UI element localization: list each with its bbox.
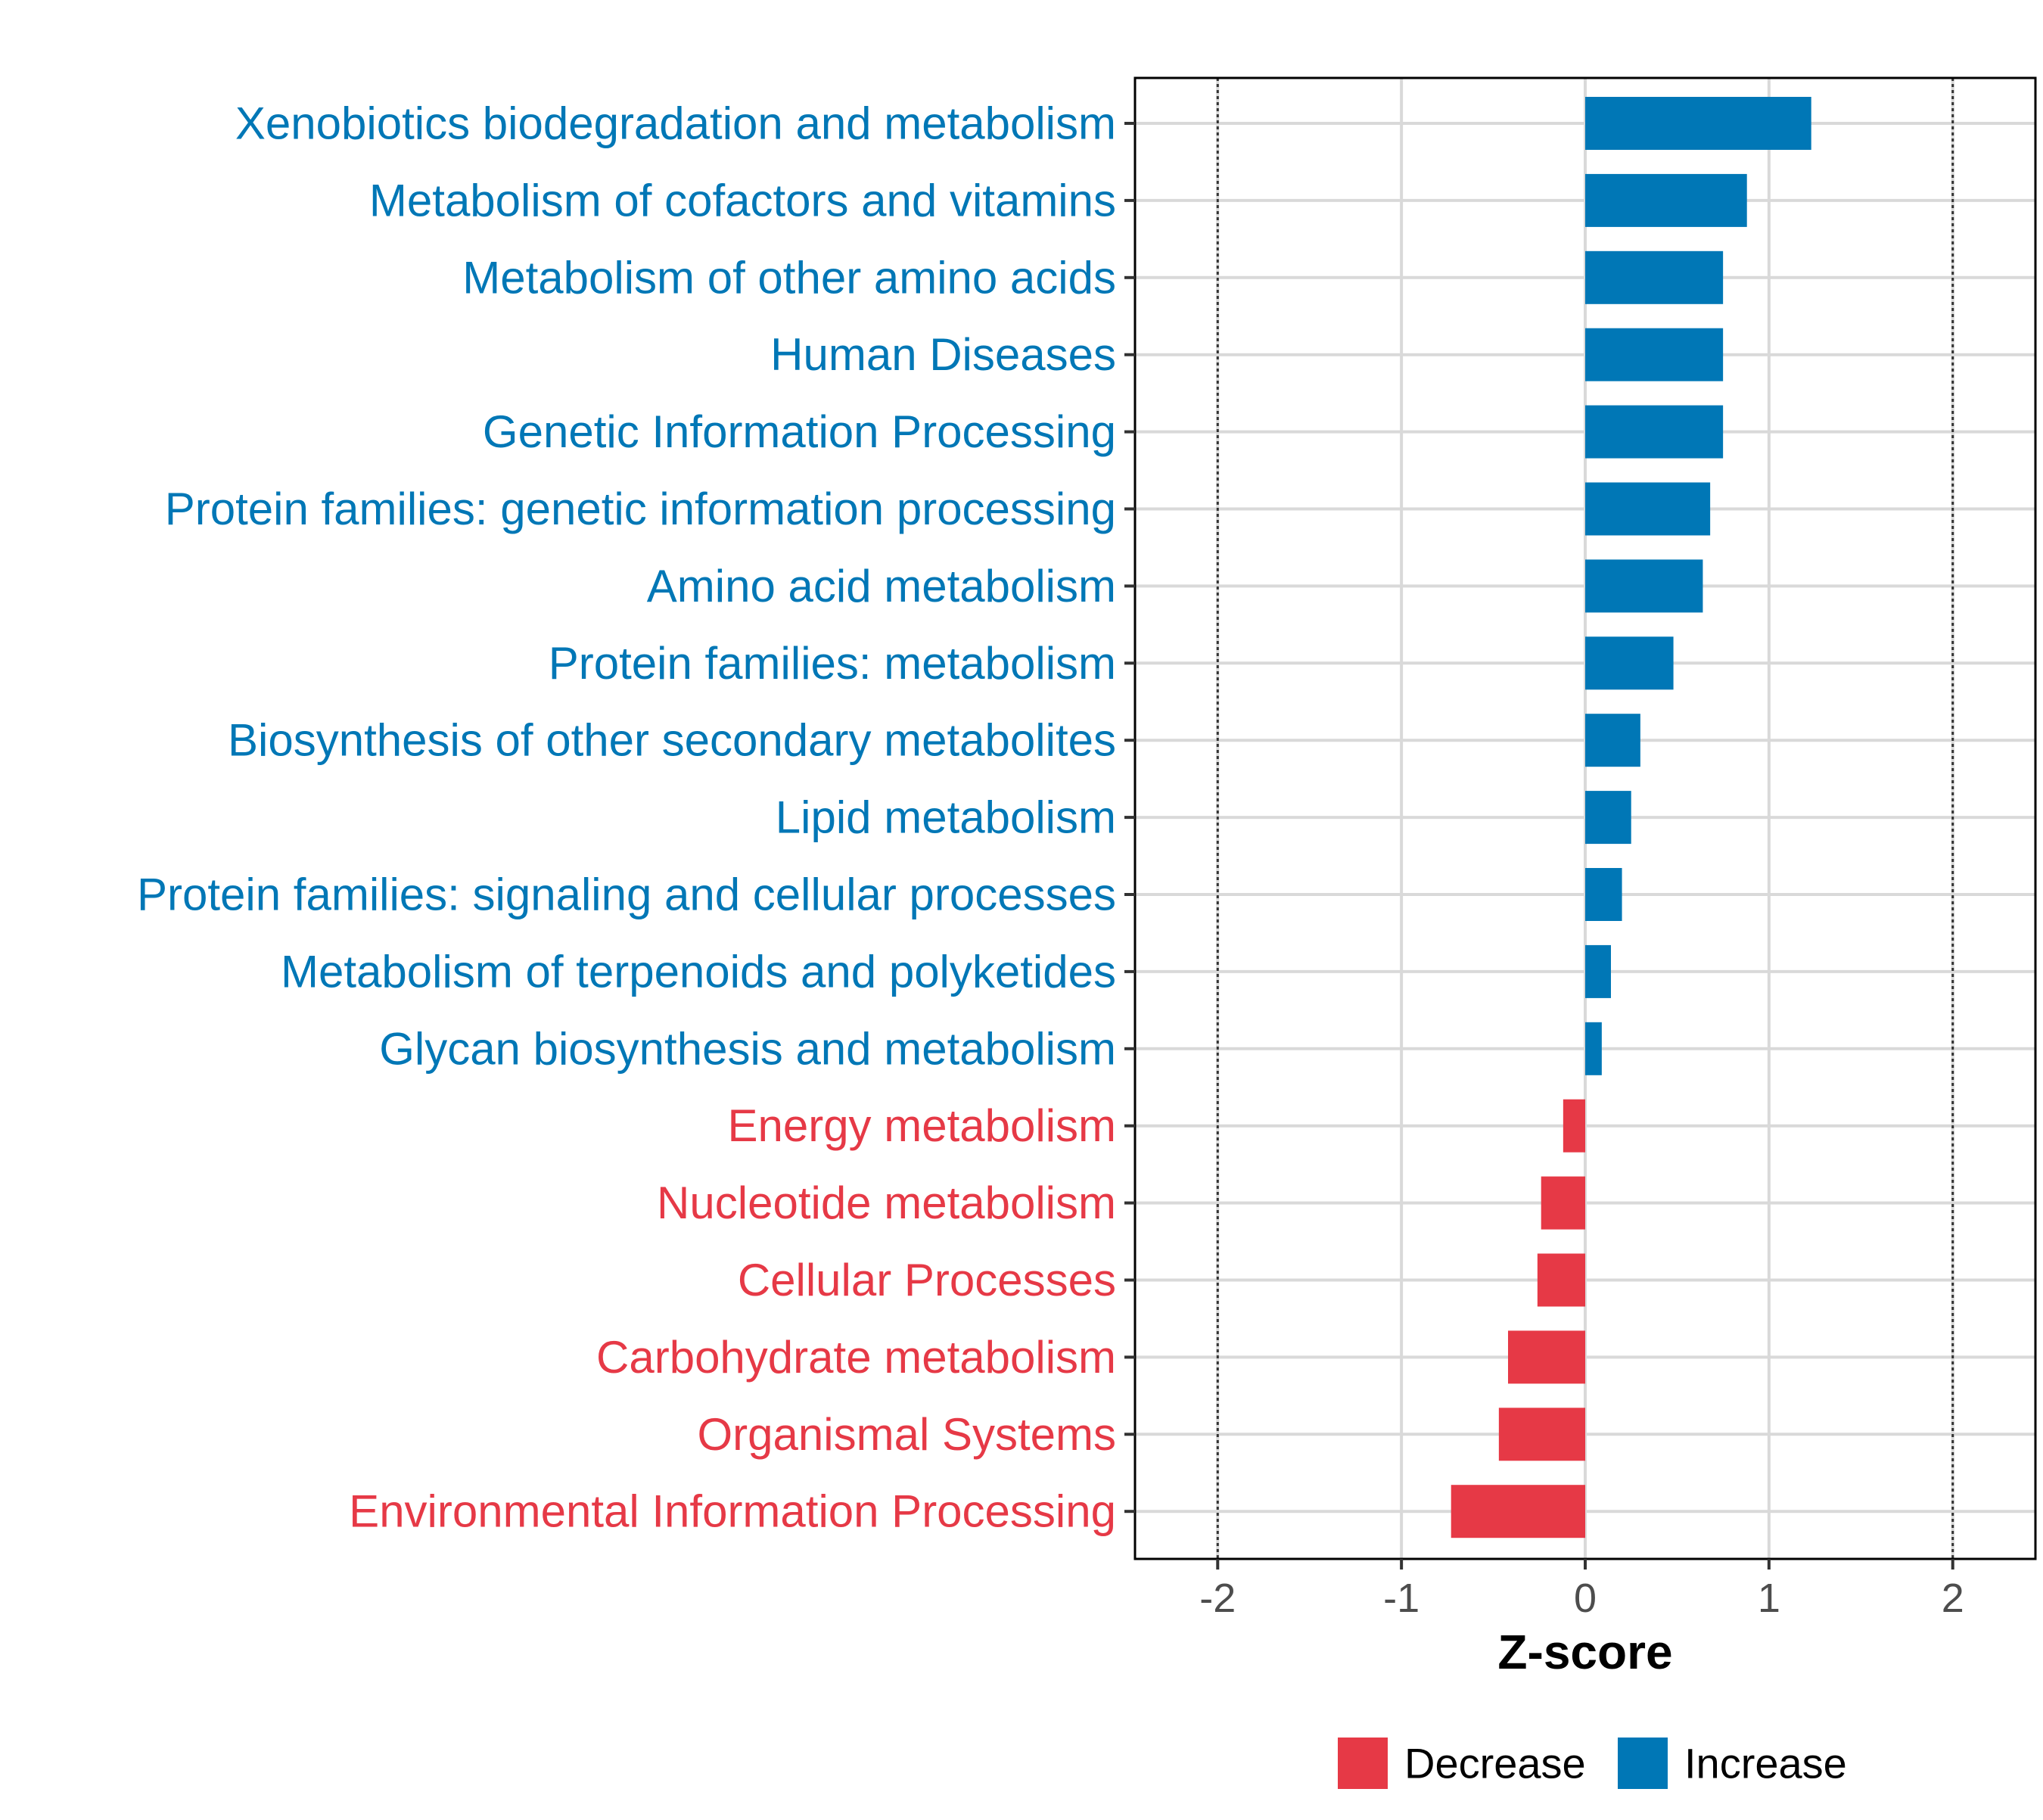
x-tick-label--2: -2: [1199, 1576, 1236, 1621]
bar-carbohydrate-metabolism: [1508, 1330, 1585, 1384]
bar-xenobiotics-biodegradation-and-metabolism: [1585, 97, 1811, 150]
category-label-metabolism-of-terpenoids-and-polyketides: Metabolism of terpenoids and polyketides: [281, 946, 1116, 997]
bar-protein-families-genetic-information-processing: [1585, 482, 1711, 536]
bar-protein-families-signaling-and-cellular-processes: [1585, 868, 1622, 921]
bar-cellular-processes: [1537, 1253, 1585, 1307]
category-label-protein-families-metabolism: Protein families: metabolism: [549, 638, 1116, 689]
bar-genetic-information-processing: [1585, 405, 1724, 459]
bar-environmental-information-processing: [1451, 1485, 1585, 1538]
category-label-organismal-systems: Organismal Systems: [698, 1409, 1116, 1460]
x-tick-label--1: -1: [1383, 1576, 1420, 1621]
x-tick-label-2: 2: [1942, 1576, 1964, 1621]
legend-label-decrease: Decrease: [1404, 1740, 1586, 1787]
category-label-human-diseases: Human Diseases: [770, 329, 1116, 380]
category-label-lipid-metabolism: Lipid metabolism: [776, 792, 1116, 843]
category-label-cellular-processes: Cellular Processes: [738, 1255, 1116, 1305]
legend-swatch-increase: [1618, 1738, 1668, 1789]
category-label-amino-acid-metabolism: Amino acid metabolism: [647, 561, 1116, 611]
bar-metabolism-of-cofactors-and-vitamins: [1585, 173, 1747, 227]
category-label-metabolism-of-other-amino-acids: Metabolism of other amino acids: [462, 252, 1116, 303]
bar-amino-acid-metabolism: [1585, 559, 1703, 613]
bar-organismal-systems: [1498, 1408, 1585, 1461]
bar-glycan-biosynthesis-and-metabolism: [1585, 1022, 1602, 1075]
category-label-nucleotide-metabolism: Nucleotide metabolism: [657, 1178, 1116, 1228]
bar-lipid-metabolism: [1585, 791, 1631, 845]
legend-swatch-decrease: [1338, 1738, 1388, 1789]
bar-biosynthesis-of-other-secondary-metabolites: [1585, 714, 1640, 767]
bar-metabolism-of-other-amino-acids: [1585, 250, 1724, 304]
bar-energy-metabolism: [1563, 1099, 1585, 1153]
x-tick-label-0: 0: [1574, 1576, 1597, 1621]
bar-protein-families-metabolism: [1585, 636, 1674, 690]
legend-label-increase: Increase: [1684, 1740, 1847, 1787]
category-label-environmental-information-processing: Environmental Information Processing: [349, 1486, 1116, 1537]
bar-metabolism-of-terpenoids-and-polyketides: [1585, 944, 1611, 998]
category-label-protein-families-genetic-information-processing: Protein families: genetic information pr…: [165, 484, 1116, 534]
bar-human-diseases: [1585, 328, 1724, 381]
category-label-genetic-information-processing: Genetic Information Processing: [483, 406, 1116, 457]
x-axis-title: Z-score: [1497, 1625, 1672, 1679]
category-label-xenobiotics-biodegradation-and-metabolism: Xenobiotics biodegradation and metabolis…: [235, 98, 1116, 149]
category-label-biosynthesis-of-other-secondary-metabolites: Biosynthesis of other secondary metaboli…: [228, 715, 1116, 766]
category-label-protein-families-signaling-and-cellular-processes: Protein families: signaling and cellular…: [137, 870, 1116, 920]
category-label-energy-metabolism: Energy metabolism: [727, 1100, 1116, 1151]
category-label-carbohydrate-metabolism: Carbohydrate metabolism: [596, 1332, 1116, 1383]
bar-nucleotide-metabolism: [1541, 1176, 1585, 1230]
category-label-glycan-biosynthesis-and-metabolism: Glycan biosynthesis and metabolism: [379, 1023, 1116, 1074]
category-label-metabolism-of-cofactors-and-vitamins: Metabolism of cofactors and vitamins: [369, 175, 1116, 226]
x-tick-label-1: 1: [1758, 1576, 1780, 1621]
